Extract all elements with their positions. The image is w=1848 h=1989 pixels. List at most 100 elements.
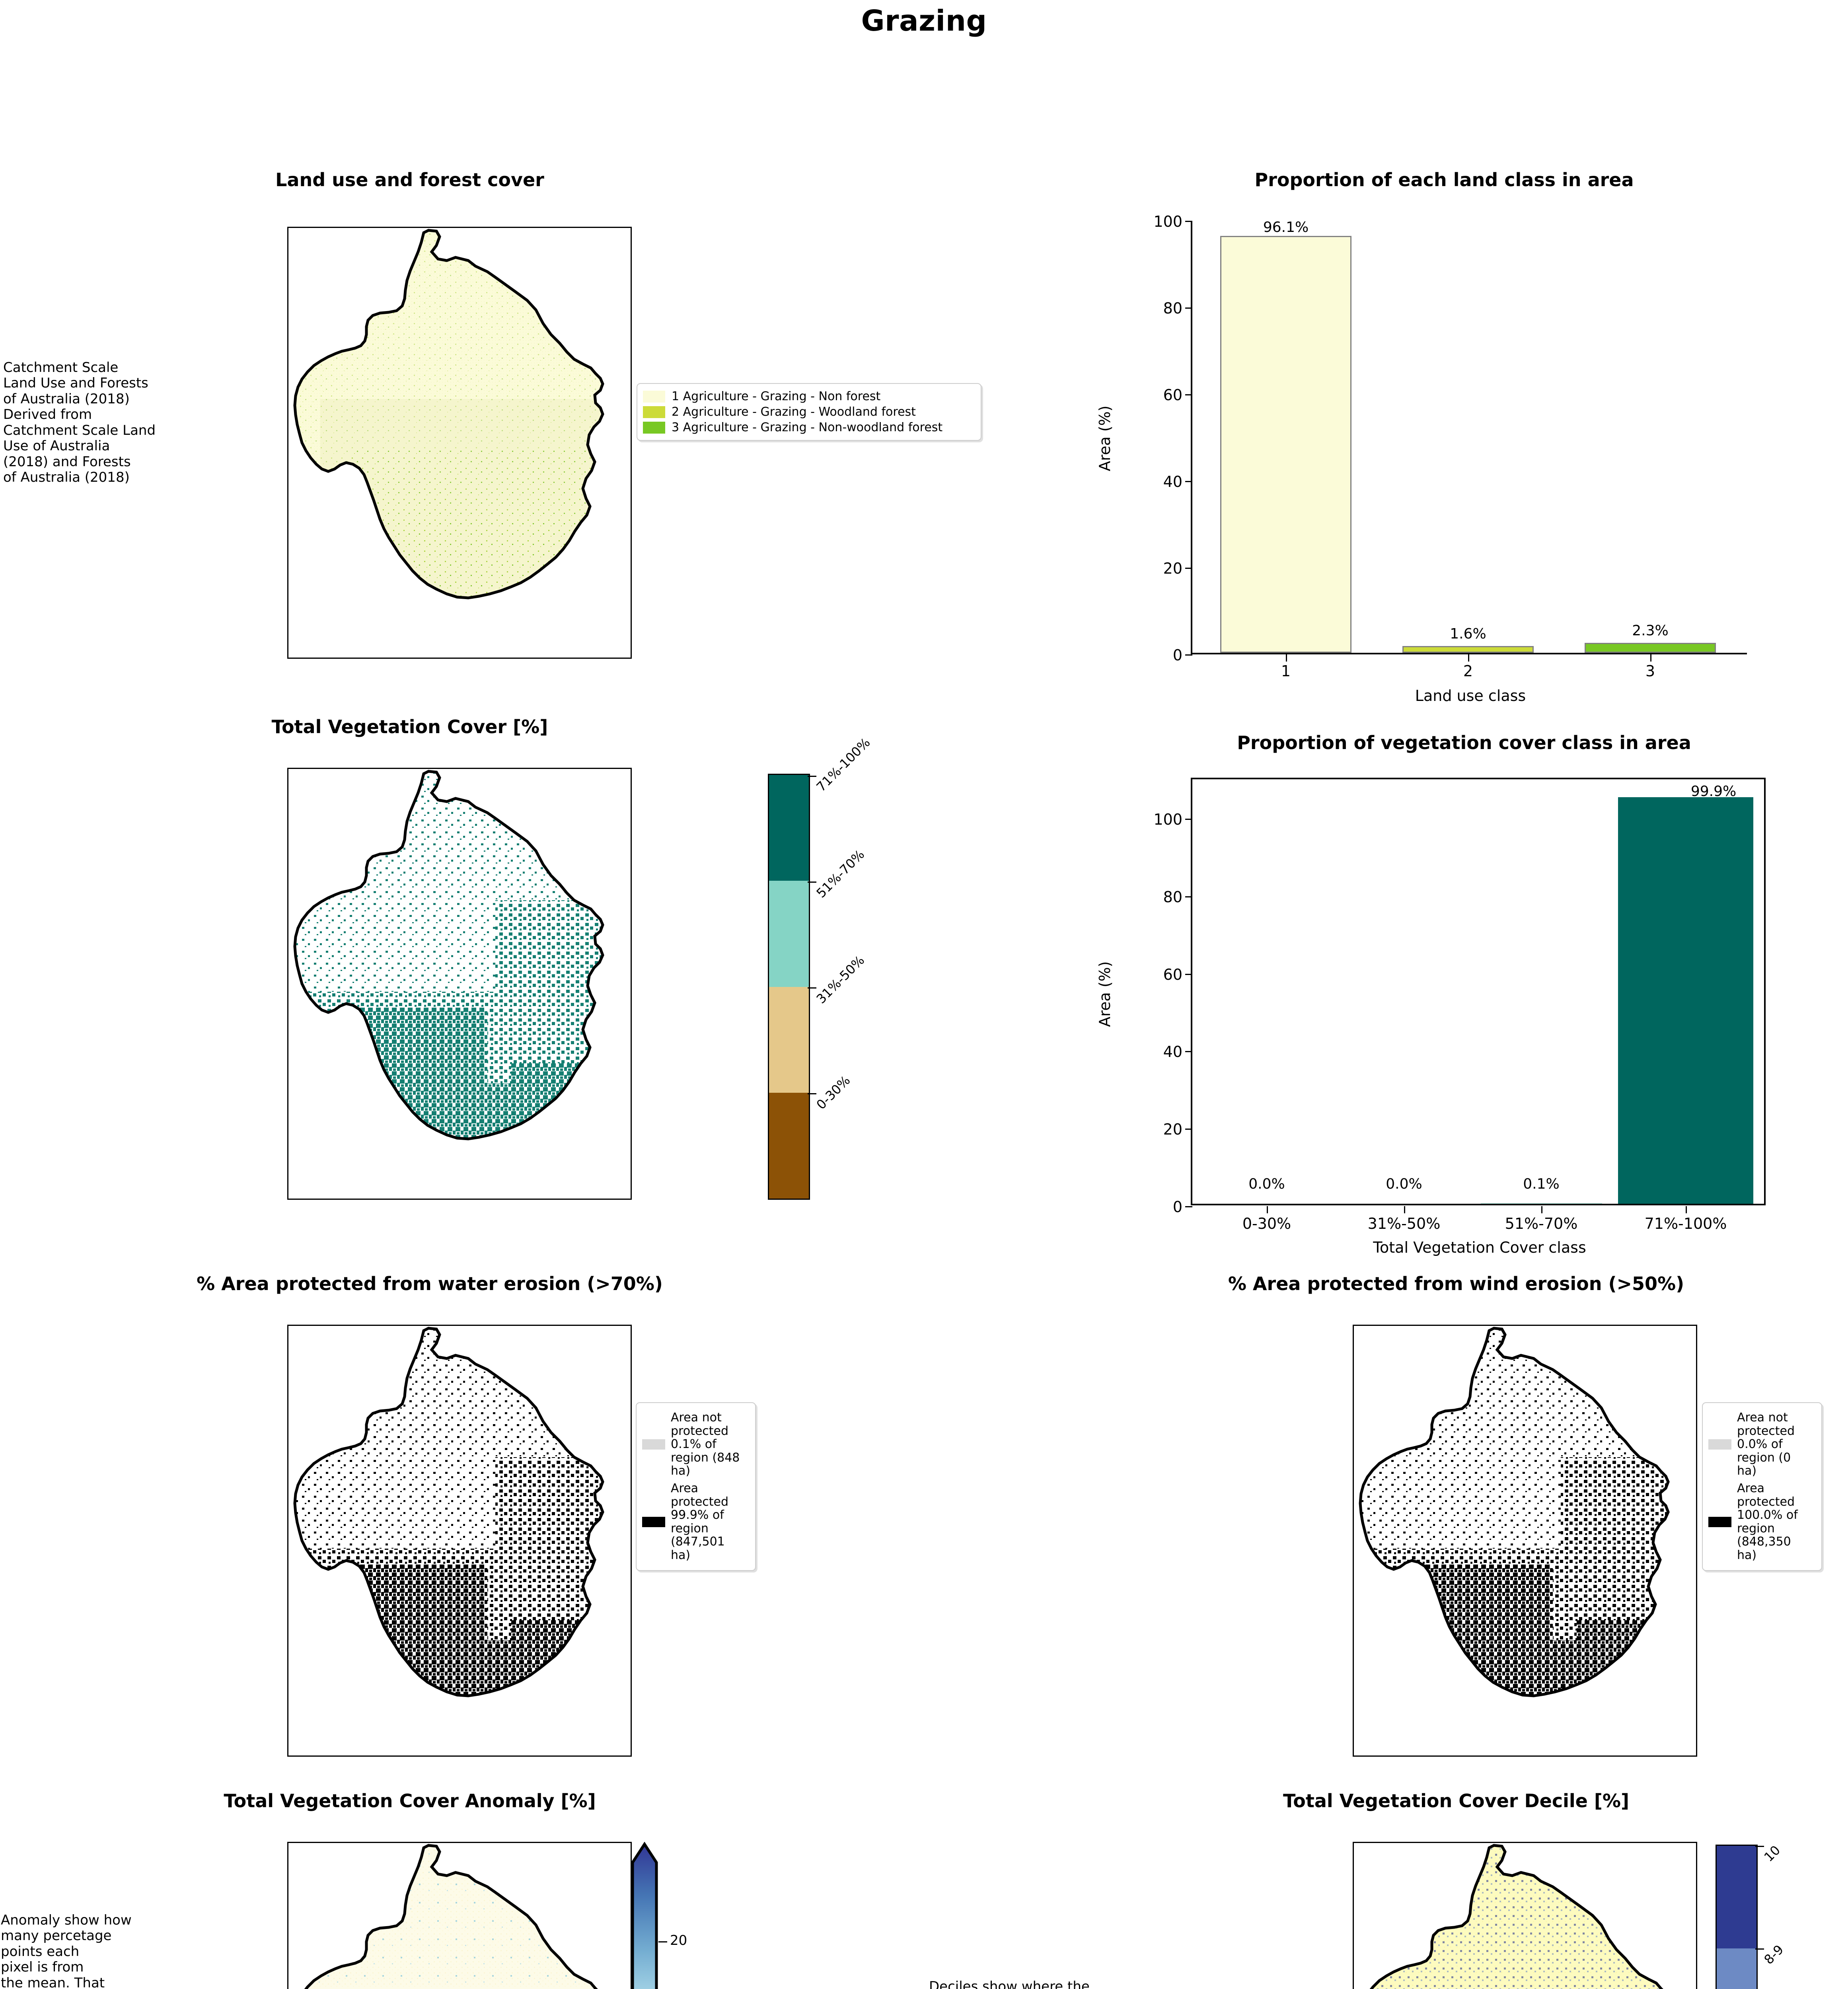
- ytick-label: 20: [1163, 1121, 1182, 1138]
- ytick-label: 60: [1163, 966, 1182, 983]
- landclass-yaxis-label: Area (%): [1096, 405, 1114, 471]
- bar-class-2[interactable]: [1402, 646, 1534, 653]
- legend-label-protected: Area protected 100.0% of region (848,350…: [1737, 1481, 1798, 1562]
- ytick-label: 80: [1163, 300, 1182, 317]
- vegclass-chart-axes: 0.0% 0.0% 0.1% 99.9% 0 20 40 60 80 100 0…: [1096, 778, 1766, 1256]
- colorbar-segment-71-100: [769, 775, 809, 881]
- veg-cover-map-svg: [293, 770, 604, 1140]
- veg-cover-colorbar: [768, 774, 810, 1200]
- legend-swatch-class-2: [643, 406, 665, 418]
- anomaly-tick-20: 20: [670, 1933, 687, 1948]
- xtick-label: 3: [1645, 662, 1655, 680]
- legend-swatch-protected: [642, 1516, 665, 1527]
- legend-swatch-class-1: [643, 390, 665, 403]
- vegclass-yaxis-label: Area (%): [1096, 961, 1114, 1027]
- decile-map-svg: [1360, 1844, 1668, 1989]
- bar-class-1[interactable]: [1220, 236, 1351, 653]
- xtick-label: 31%-50%: [1367, 1215, 1441, 1232]
- wind-erosion-title: % Area protected from wind erosion (>50%…: [1228, 1273, 1684, 1294]
- decile-label-10: 10: [1761, 1842, 1784, 1865]
- legend-label-not-protected: Area not protected 0.0% of region (0 ha): [1737, 1411, 1795, 1478]
- landclass-chart-axes: 96.1% 1.6% 2.3% 0 20 40 60 80 100 1 2 3 …: [1096, 213, 1747, 705]
- colorbar-label-71-100: 71%-100%: [813, 735, 873, 795]
- decile-map[interactable]: [1353, 1842, 1697, 1989]
- water-erosion-legend[interactable]: Area not protected 0.1% of region (848 h…: [636, 1402, 756, 1571]
- anomaly-colorbar: [631, 1842, 658, 1989]
- legend-item: Area not protected 0.1% of region (848 h…: [642, 1411, 750, 1478]
- water-erosion-title: % Area protected from water erosion (>70…: [197, 1273, 663, 1294]
- legend-swatch-not-protected: [1708, 1439, 1731, 1450]
- ytick-label: 40: [1163, 1043, 1182, 1061]
- decile-colorbar: [1716, 1845, 1758, 1989]
- ytick-label: 0: [1172, 1198, 1182, 1216]
- colorbar-label-0-30: 0-30%: [813, 1072, 853, 1113]
- bar-value-label: 99.9%: [1690, 783, 1737, 800]
- legend-item: 1 Agriculture - Grazing - Non forest: [643, 389, 975, 403]
- decile-note: Deciles show where the pixel value lies …: [929, 1979, 1090, 1989]
- legend-label-class-3: 3 Agriculture - Grazing - Non-woodland f…: [672, 420, 943, 434]
- colorbar-segment-8-9: [1717, 1948, 1756, 1989]
- anomaly-colorbar-svg: [631, 1842, 658, 1989]
- landuse-legend[interactable]: 1 Agriculture - Grazing - Non forest 2 A…: [637, 383, 981, 441]
- ytick-label: 40: [1163, 473, 1182, 490]
- anomaly-map-svg: [295, 1844, 603, 1989]
- landuse-source-note: Catchment Scale Land Use and Forests of …: [3, 360, 156, 486]
- legend-label-not-protected: Area not protected 0.1% of region (848 h…: [671, 1411, 740, 1478]
- bar-value-label: 2.3%: [1632, 623, 1669, 639]
- veg-map-title: Total Vegetation Cover [%]: [271, 716, 548, 738]
- vegclass-chart-title: Proportion of vegetation cover class in …: [1237, 732, 1691, 753]
- bar-veg-71-100[interactable]: [1618, 797, 1753, 1204]
- bar-value-label: 0.1%: [1523, 1176, 1560, 1192]
- ytick-label: 0: [1172, 646, 1182, 664]
- landclass-chart-title: Proportion of each land class in area: [1254, 169, 1634, 191]
- bar-class-3[interactable]: [1585, 642, 1716, 653]
- water-erosion-map-svg: [293, 1327, 604, 1697]
- legend-label-protected: Area protected 99.9% of region (847,501 …: [671, 1481, 729, 1562]
- xtick-label: 2: [1463, 662, 1473, 680]
- legend-item: 2 Agriculture - Grazing - Woodland fores…: [643, 405, 975, 419]
- legend-item: Area not protected 0.0% of region (0 ha): [1708, 1411, 1816, 1478]
- legend-swatch-not-protected: [642, 1439, 665, 1450]
- ytick-label: 100: [1153, 811, 1182, 828]
- vegclass-xaxis-label: Total Vegetation Cover class: [1373, 1239, 1586, 1256]
- bar-value-label: 96.1%: [1263, 219, 1309, 235]
- bar-value-label: 0.0%: [1386, 1176, 1422, 1192]
- page-title: Grazing: [861, 4, 987, 37]
- ytick-label: 80: [1163, 888, 1182, 906]
- legend-swatch-class-3: [643, 421, 665, 434]
- colorbar-segment-31-50: [769, 987, 809, 1093]
- veg-cover-map[interactable]: [287, 768, 632, 1200]
- xtick-label: 0-30%: [1242, 1215, 1291, 1232]
- landuse-map[interactable]: [287, 227, 632, 659]
- landuse-map-svg: [293, 229, 604, 599]
- water-erosion-map[interactable]: [287, 1325, 632, 1757]
- landclass-xaxis-label: Land use class: [1415, 687, 1526, 705]
- anomaly-map-title: Total Vegetation Cover Anomaly [%]: [224, 1790, 596, 1812]
- legend-item: 3 Agriculture - Grazing - Non-woodland f…: [643, 420, 975, 434]
- landuse-map-title: Land use and forest cover: [275, 169, 544, 191]
- ytick-label: 100: [1153, 213, 1182, 230]
- colorbar-segment-0-30: [769, 1092, 809, 1199]
- ytick-label: 60: [1163, 386, 1182, 404]
- legend-swatch-protected: [1708, 1516, 1731, 1527]
- legend-label-class-1: 1 Agriculture - Grazing - Non forest: [672, 389, 881, 403]
- xtick-label: 71%-100%: [1644, 1215, 1727, 1232]
- bar-value-label: 0.0%: [1248, 1176, 1285, 1192]
- wind-erosion-map-svg: [1359, 1327, 1670, 1697]
- ytick-label: 20: [1163, 560, 1182, 577]
- legend-item: Area protected 100.0% of region (848,350…: [1708, 1482, 1816, 1562]
- decile-label-8-9: 8-9: [1761, 1942, 1787, 1968]
- anomaly-note: Anomaly show how many percetage points e…: [1, 1912, 132, 1989]
- colorbar-segment-51-70: [769, 881, 809, 987]
- bar-value-label: 1.6%: [1450, 626, 1486, 642]
- colorbar-label-31-50: 31%-50%: [813, 952, 868, 1007]
- legend-item: Area protected 99.9% of region (847,501 …: [642, 1482, 750, 1562]
- bar-veg-51-70[interactable]: [1481, 1203, 1602, 1204]
- wind-erosion-map[interactable]: [1353, 1325, 1697, 1757]
- decile-map-title: Total Vegetation Cover Decile [%]: [1283, 1790, 1630, 1812]
- xtick-label: 1: [1281, 662, 1291, 680]
- wind-erosion-legend[interactable]: Area not protected 0.0% of region (0 ha)…: [1702, 1402, 1822, 1571]
- colorbar-label-51-70: 51%-70%: [813, 847, 868, 901]
- anomaly-map[interactable]: [287, 1842, 632, 1989]
- xtick-label: 51%-70%: [1505, 1215, 1578, 1232]
